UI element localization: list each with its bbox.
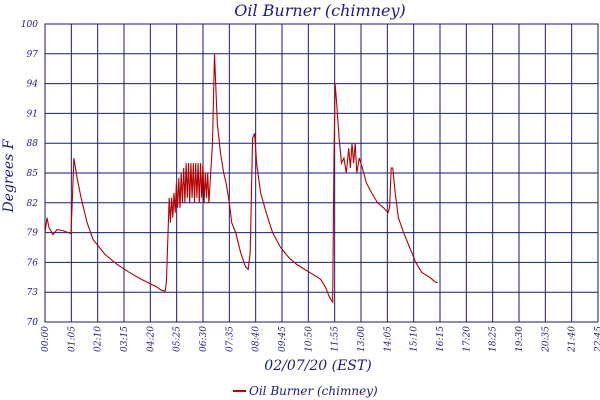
x-tick-label: 18:25 — [489, 326, 499, 352]
x-tick-label: 21:40 — [568, 326, 578, 353]
x-tick-label: 06:30 — [199, 326, 209, 352]
x-tick-label: 13:00 — [357, 326, 367, 352]
x-tick-label: 02:10 — [94, 326, 104, 352]
y-tick-label: 91 — [27, 109, 38, 119]
x-tick-label: 08:40 — [252, 326, 262, 352]
x-tick-label: 15:10 — [410, 326, 420, 352]
y-tick-label: 100 — [21, 20, 38, 30]
y-axis-label: Degrees F — [1, 138, 17, 213]
y-tick-label: 88 — [27, 139, 39, 149]
x-tick-label: 20:35 — [541, 326, 551, 353]
y-tick-label: 76 — [27, 258, 39, 268]
x-tick-label: 22:45 — [594, 326, 600, 353]
y-tick-label: 79 — [27, 229, 39, 239]
x-tick-label: 16:15 — [436, 326, 446, 352]
x-tick-label: 11:55 — [331, 326, 341, 352]
y-tick-label: 70 — [27, 318, 39, 328]
y-tick-label: 82 — [27, 199, 39, 209]
x-tick-label: 17:20 — [462, 326, 472, 352]
x-tick-label: 04:20 — [146, 326, 156, 352]
y-tick-label: 94 — [27, 80, 39, 90]
y-tick-label: 73 — [27, 288, 39, 298]
x-tick-label: 05:25 — [173, 326, 183, 352]
x-tick-label: 14:05 — [383, 326, 393, 352]
y-tick-label: 85 — [27, 169, 39, 179]
legend-label: Oil Burner (chimney) — [249, 384, 378, 398]
x-axis-label: 02/07/20 (EST) — [264, 358, 371, 374]
chart-title: Oil Burner (chimney) — [234, 1, 406, 20]
x-tick-label: 09:45 — [278, 326, 288, 352]
x-tick-label: 10:50 — [304, 326, 314, 352]
x-tick-label: 07:35 — [225, 326, 235, 352]
y-tick-label: 97 — [27, 50, 39, 60]
x-tick-label: 00:00 — [41, 326, 51, 352]
x-tick-label: 03:15 — [120, 326, 130, 352]
series-line-oil-burner — [44, 53, 438, 304]
x-tick-label: 01:05 — [67, 326, 77, 352]
x-tick-label: 19:30 — [515, 326, 525, 352]
